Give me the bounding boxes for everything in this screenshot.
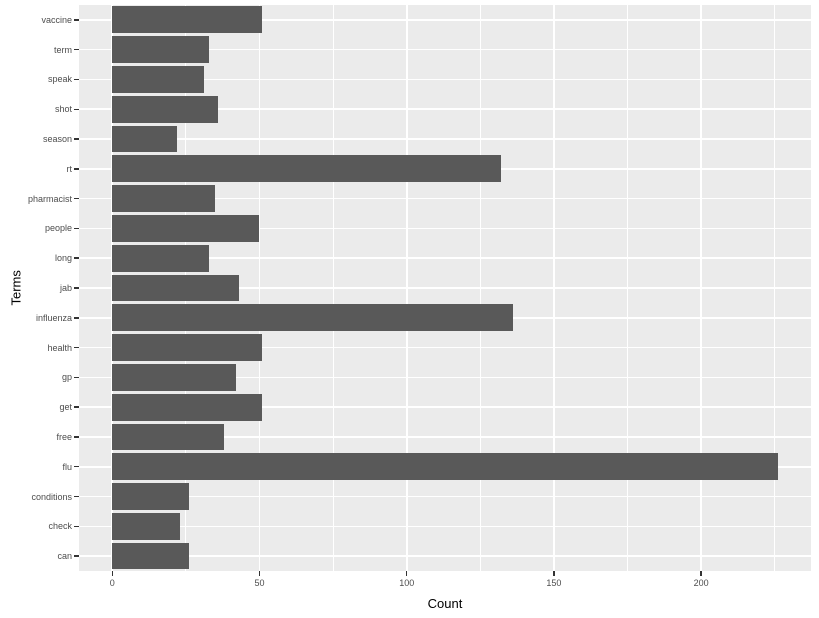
x-axis-title: Count <box>427 596 463 611</box>
y-tick-label-pharmacist: pharmacist <box>27 193 72 204</box>
gridline-row-speak <box>79 78 811 81</box>
y-tick-people <box>74 227 79 230</box>
bar-check <box>112 512 180 540</box>
y-tick-health <box>74 346 79 349</box>
gridline-row-conditions <box>79 495 811 498</box>
y-tick-get <box>74 406 79 408</box>
bar-flu <box>112 453 778 481</box>
gridline-row-can <box>79 555 811 557</box>
y-tick-gp <box>74 376 79 379</box>
bar-can <box>112 542 189 570</box>
y-tick-label-health: health <box>47 342 72 353</box>
gridline-row-free <box>79 436 811 438</box>
bar-get <box>112 393 263 421</box>
y-tick-label-people: people <box>44 223 72 234</box>
plot-panel <box>79 5 811 571</box>
bar-conditions <box>112 483 189 510</box>
gridline-row-pharmacist <box>79 197 811 200</box>
bar-jab <box>112 274 239 302</box>
x-tick-label-50: 50 <box>254 578 265 588</box>
y-tick-label-term: term <box>54 44 72 55</box>
gridline-row-vaccine <box>79 19 811 21</box>
gridline-row-get <box>79 406 811 408</box>
y-tick-speak <box>74 78 79 81</box>
y-tick-vaccine <box>74 19 79 21</box>
bar-people <box>112 215 260 242</box>
y-tick-label-shot: shot <box>54 104 72 115</box>
y-tick-jab <box>74 287 79 289</box>
y-tick-label-rt: rt <box>66 163 73 174</box>
y-tick-label-jab: jab <box>59 283 72 293</box>
gridline-row-term <box>79 48 811 51</box>
gridline-row-shot <box>79 108 811 111</box>
y-tick-shot <box>74 108 79 110</box>
gridline-row-jab <box>79 287 811 289</box>
y-tick-label-gp: gp <box>61 372 72 383</box>
y-tick-can <box>74 555 79 557</box>
y-tick-label-influenza: influenza <box>35 312 72 323</box>
y-tick-label-season: season <box>42 134 72 145</box>
y-tick-label-free: free <box>56 431 72 442</box>
bar-influenza <box>112 304 513 332</box>
bar-vaccine <box>112 6 263 34</box>
y-tick-conditions <box>74 495 79 498</box>
y-tick-influenza <box>74 317 79 319</box>
gridline-row-health <box>79 346 811 349</box>
bar-term <box>112 36 210 64</box>
y-tick-pharmacist <box>74 197 79 200</box>
bar-shot <box>112 95 219 123</box>
bar-speak <box>112 66 204 93</box>
y-tick-label-long: long <box>54 253 72 264</box>
y-tick-label-check: check <box>48 521 72 532</box>
x-tick-0 <box>111 571 114 576</box>
x-tick-label-150: 150 <box>546 578 562 588</box>
bar-pharmacist <box>112 185 216 213</box>
x-tick-label-0: 0 <box>109 578 115 588</box>
y-tick-label-get: get <box>59 402 72 413</box>
x-tick-150 <box>553 571 555 576</box>
y-tick-term <box>74 48 79 51</box>
x-tick-50 <box>258 571 261 576</box>
gridline-row-long <box>79 257 811 259</box>
bar-long <box>112 244 210 272</box>
x-tick-label-100: 100 <box>399 578 415 588</box>
y-tick-label-flu: flu <box>62 461 72 472</box>
y-tick-label-conditions: conditions <box>31 491 72 502</box>
bar-gp <box>112 363 236 391</box>
gridline-row-people <box>79 227 811 230</box>
gridline-row-check <box>79 525 811 528</box>
bar-season <box>112 125 178 153</box>
y-tick-label-can: can <box>57 551 72 562</box>
gridline-row-season <box>79 138 811 140</box>
y-tick-label-speak: speak <box>47 74 72 85</box>
x-tick-label-200: 200 <box>693 578 709 588</box>
gridline-row-gp <box>79 376 811 379</box>
x-tick-100 <box>405 571 408 576</box>
bar-health <box>112 334 263 361</box>
y-tick-rt <box>74 168 79 170</box>
y-tick-long <box>74 257 79 259</box>
y-tick-season <box>74 138 79 140</box>
y-tick-label-vaccine: vaccine <box>41 14 72 25</box>
y-tick-flu <box>74 465 79 468</box>
bar-free <box>112 423 225 451</box>
bar-rt <box>112 155 501 183</box>
y-tick-free <box>74 436 79 438</box>
y-tick-check <box>74 525 79 528</box>
x-tick-200 <box>700 571 702 576</box>
